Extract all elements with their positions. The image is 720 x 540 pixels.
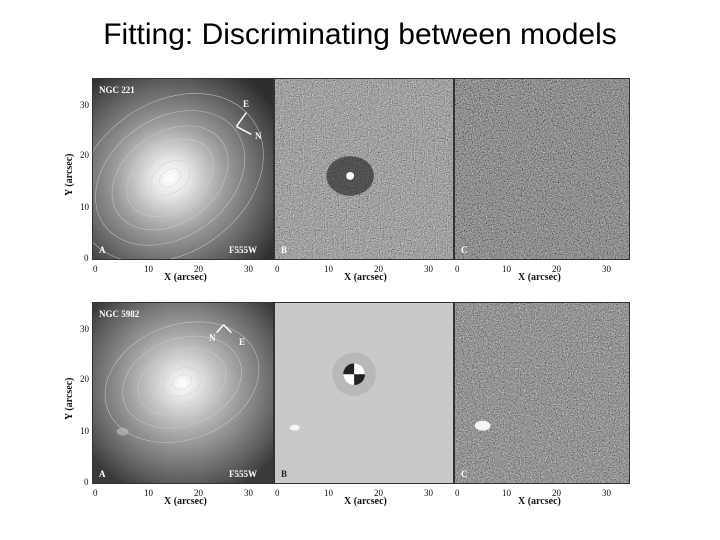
row2-x-tick: 0 — [455, 488, 460, 498]
row1-x-axis-label: X (arcsec) — [518, 272, 561, 283]
row1-panel-c-residual: C — [454, 78, 630, 260]
row2-x-tick: 20 — [552, 488, 561, 498]
row2-x-tick: 20 — [374, 488, 383, 498]
row2-panel-a-galaxy-image: NGC 5982 N E A F555W — [92, 302, 274, 484]
row2-x-tick: 20 — [194, 488, 203, 498]
residual-image-b — [275, 303, 453, 483]
compass-e-label: E — [239, 337, 246, 347]
row1-x-tick: 30 — [424, 264, 433, 274]
row1-y-axis-label: Y (arcsec) — [64, 153, 75, 196]
compass-e-label: E — [243, 99, 250, 109]
row2-x-axis-label: X (arcsec) — [518, 496, 561, 507]
panel-letter-b: B — [281, 469, 288, 479]
row1-x-tick: 20 — [374, 264, 383, 274]
panel-letter-c: C — [461, 469, 468, 479]
row1-x-tick: 30 — [602, 264, 611, 274]
row2-y-axis-label: Y (arcsec) — [64, 377, 75, 420]
row1-x-tick: 0 — [275, 264, 280, 274]
panel-letter-a: A — [99, 469, 106, 479]
galaxy-name-label: NGC 221 — [99, 85, 135, 95]
panel-letter-b: B — [281, 245, 288, 255]
row2-x-tick: 10 — [324, 488, 333, 498]
row2-panel-c-residual: C — [454, 302, 630, 484]
row2-y-tick: 20 — [80, 374, 89, 384]
row2-x-tick: 0 — [93, 488, 98, 498]
row1-x-tick: 10 — [144, 264, 153, 274]
row1-x-axis-label: X (arcsec) — [344, 272, 387, 283]
row1-x-tick: 20 — [194, 264, 203, 274]
row2-x-tick: 10 — [144, 488, 153, 498]
row2-x-tick: 30 — [602, 488, 611, 498]
galaxy-image-ngc221 — [93, 79, 273, 259]
row1-x-tick: 0 — [455, 264, 460, 274]
row2-x-axis-label: X (arcsec) — [344, 496, 387, 507]
row2-y-tick: 0 — [84, 477, 89, 487]
row2-x-tick: 30 — [424, 488, 433, 498]
row1-x-tick: 10 — [502, 264, 511, 274]
row1-panel-b-residual: B — [274, 78, 454, 260]
galaxy-image-ngc5982 — [93, 303, 273, 483]
row2-x-tick: 30 — [244, 488, 253, 498]
compass-n-label: N — [209, 333, 216, 343]
row1-x-axis-label: X (arcsec) — [164, 272, 207, 283]
residual-image-b — [275, 79, 453, 259]
residual-image-c — [455, 303, 629, 483]
row2-y-tick: 10 — [80, 426, 89, 436]
row2-x-tick: 10 — [502, 488, 511, 498]
row1-y-tick: 0 — [84, 253, 89, 263]
filter-label: F555W — [229, 469, 257, 479]
residual-image-c — [455, 79, 629, 259]
panel-letter-a: A — [99, 245, 106, 255]
compass-n-label: N — [255, 131, 262, 141]
row1-x-tick: 20 — [552, 264, 561, 274]
panel-letter-c: C — [461, 245, 468, 255]
filter-label: F555W — [229, 245, 257, 255]
row1-y-tick: 30 — [80, 100, 89, 110]
figure-model-residuals: NGC 221 E N A F555W B — [60, 66, 640, 526]
row1-y-tick: 10 — [80, 202, 89, 212]
row1-panel-a-galaxy-image: NGC 221 E N A F555W — [92, 78, 274, 260]
row1-x-tick: 0 — [93, 264, 98, 274]
row2-x-axis-label: X (arcsec) — [164, 496, 207, 507]
slide-title: Fitting: Discriminating between models — [103, 18, 617, 51]
row2-y-tick: 30 — [80, 324, 89, 334]
row1-y-tick: 20 — [80, 150, 89, 160]
row2-panel-b-residual: B — [274, 302, 454, 484]
row1-x-tick: 10 — [324, 264, 333, 274]
row1-x-tick: 30 — [244, 264, 253, 274]
galaxy-name-label: NGC 5982 — [99, 309, 140, 319]
row2-x-tick: 0 — [275, 488, 280, 498]
